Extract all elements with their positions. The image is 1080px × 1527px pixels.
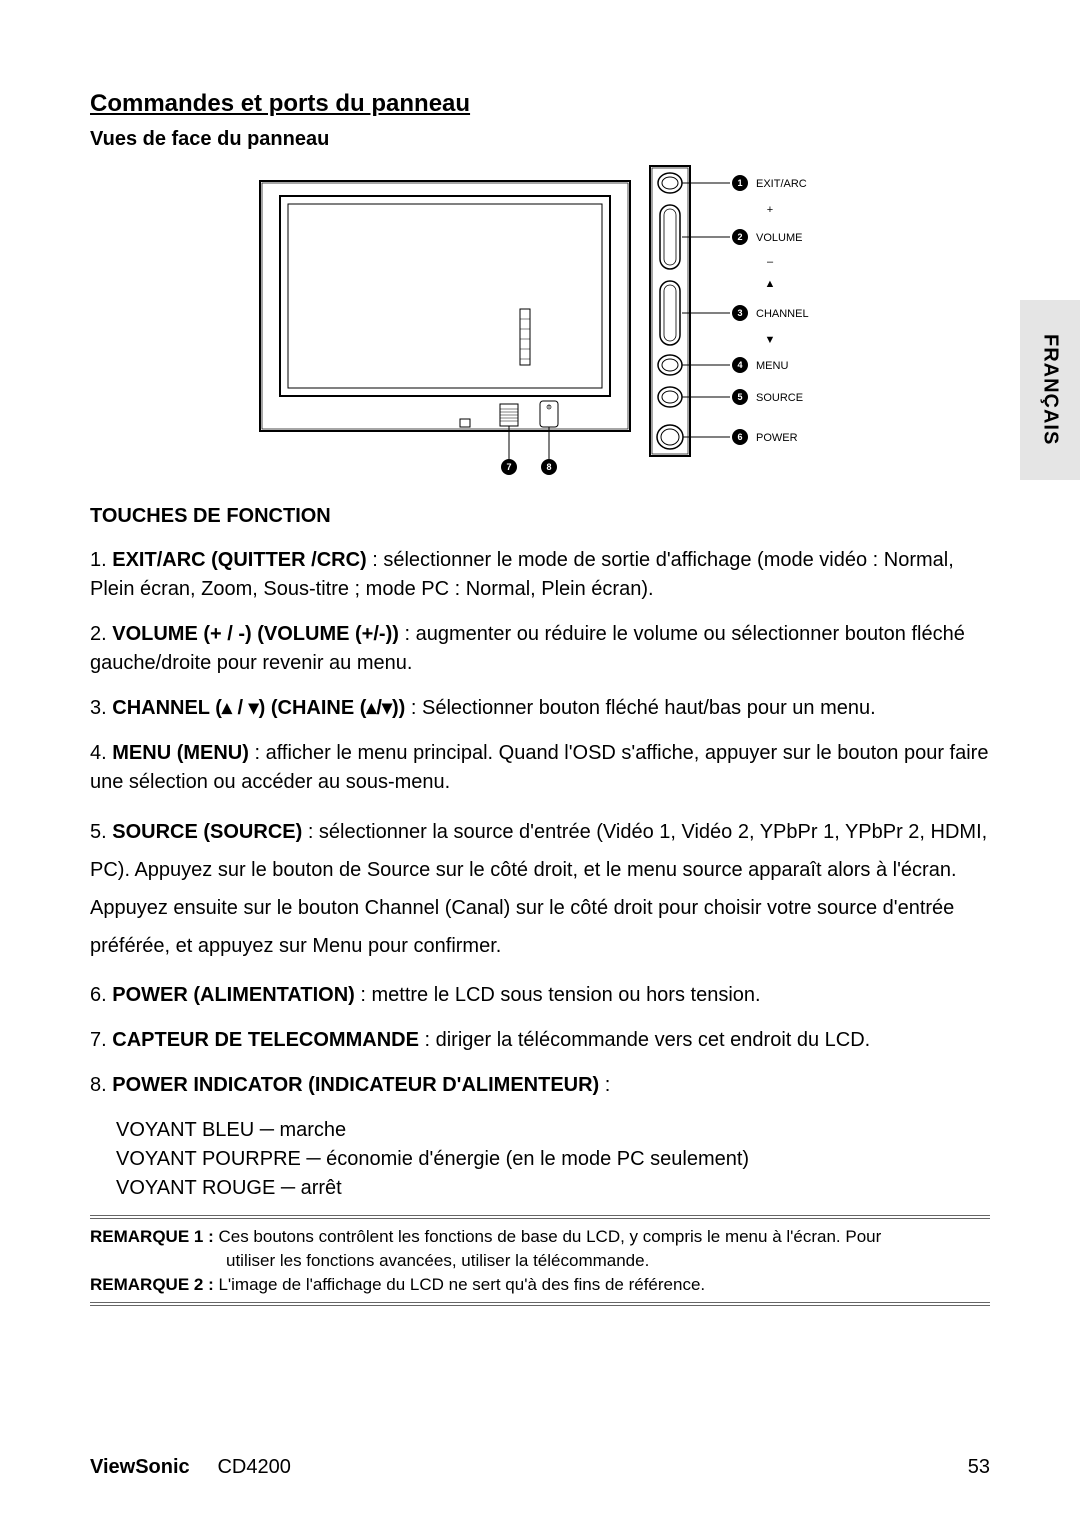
indicator-line: VOYANT POURPRE ─ économie d'énergie (en … — [90, 1145, 990, 1174]
svg-text:6: 6 — [737, 432, 742, 442]
footer-brand: ViewSonic — [90, 1456, 190, 1478]
remark-text: L'image de l'affichage du LCD ne sert qu… — [214, 1275, 705, 1294]
function-item: 2. VOLUME (+ / -) (VOLUME (+/-)) : augme… — [90, 620, 990, 678]
item-number: 3. — [90, 697, 112, 719]
item-bold: SOURCE (SOURCE) — [112, 821, 302, 843]
lbl-source: SOURCE — [756, 392, 803, 404]
lbl-menu: MENU — [756, 360, 788, 372]
item-bold: MENU (MENU) — [112, 742, 249, 764]
lbl-power: POWER — [756, 432, 798, 444]
item-number: 4. — [90, 742, 112, 764]
item-bold: CAPTEUR DE TELECOMMANDE — [112, 1029, 419, 1051]
document-page: Commandes et ports du panneau Vues de fa… — [0, 0, 1080, 1366]
svg-text:2: 2 — [737, 232, 742, 242]
touches-title: TOUCHES DE FONCTION — [90, 505, 990, 528]
lbl-exit: EXIT/ARC — [756, 178, 807, 190]
remark-text: Ces boutons contrôlent les fonctions de … — [214, 1227, 882, 1246]
section-title: Commandes et ports du panneau — [90, 90, 990, 118]
function-item: 5. SOURCE (SOURCE) : sélectionner la sou… — [90, 813, 990, 965]
item-number: 1. — [90, 549, 112, 571]
function-item: 3. CHANNEL (▴ / ▾) (CHAINE (▴/▾)) : Séle… — [90, 694, 990, 723]
lbl-volume: VOLUME — [756, 232, 802, 244]
remark-line: REMARQUE 1 : Ces boutons contrôlent les … — [90, 1225, 990, 1249]
svg-text:8: 8 — [546, 462, 551, 472]
page-footer: ViewSonic CD4200 53 — [90, 1456, 990, 1479]
remark-line: REMARQUE 2 : L'image de l'affichage du L… — [90, 1273, 990, 1297]
lbl-plus: + — [767, 204, 773, 216]
item-number: 5. — [90, 821, 112, 843]
function-item: 1. EXIT/ARC (QUITTER /CRC) : sélectionne… — [90, 546, 990, 604]
svg-text:7: 7 — [506, 462, 511, 472]
lbl-minus: – — [767, 256, 774, 268]
svg-text:5: 5 — [737, 392, 742, 402]
item-text: : — [599, 1074, 610, 1096]
function-item: 4. MENU (MENU) : afficher le menu princi… — [90, 739, 990, 797]
svg-text:3: 3 — [737, 308, 742, 318]
item-number: 6. — [90, 984, 112, 1006]
svg-text:1: 1 — [737, 178, 742, 188]
indicator-line: VOYANT BLEU ─ marche — [90, 1116, 990, 1145]
indicator-lines: VOYANT BLEU ─ marcheVOYANT POURPRE ─ éco… — [90, 1116, 990, 1203]
function-item: 6. POWER (ALIMENTATION) : mettre le LCD … — [90, 981, 990, 1010]
item-number: 7. — [90, 1029, 112, 1051]
remark-cont: utiliser les fonctions avancées, utilise… — [90, 1249, 990, 1273]
indicator-line: VOYANT ROUGE ─ arrêt — [90, 1174, 990, 1203]
item-bold: EXIT/ARC (QUITTER /CRC) — [112, 549, 366, 571]
function-item: 7. CAPTEUR DE TELECOMMANDE : diriger la … — [90, 1026, 990, 1055]
lbl-down: ▼ — [765, 334, 776, 346]
function-item: 8. POWER INDICATOR (INDICATEUR D'ALIMENT… — [90, 1071, 990, 1100]
item-text: : diriger la télécommande vers cet endro… — [419, 1029, 870, 1051]
front-panel-diagram: 1 EXIT/ARC + 2 VOLUME – ▲ 3 CHANNEL ▼ 4 … — [90, 161, 990, 481]
remarks-box: REMARQUE 1 : Ces boutons contrôlent les … — [90, 1215, 990, 1306]
item-number: 8. — [90, 1074, 112, 1096]
subtitle: Vues de face du panneau — [90, 128, 990, 151]
remark-label: REMARQUE 2 : — [90, 1275, 214, 1294]
svg-text:4: 4 — [737, 360, 742, 370]
footer-page: 53 — [968, 1456, 990, 1479]
item-number: 2. — [90, 623, 112, 645]
remark-label: REMARQUE 1 : — [90, 1227, 214, 1246]
item-text: : Sélectionner bouton fléché haut/bas po… — [405, 697, 875, 719]
item-bold: CHANNEL (▴ / ▾) (CHAINE (▴/▾)) — [112, 697, 405, 719]
item-bold: POWER INDICATOR (INDICATEUR D'ALIMENTEUR… — [112, 1074, 599, 1096]
item-bold: POWER (ALIMENTATION) — [112, 984, 355, 1006]
item-bold: VOLUME (+ / -) (VOLUME (+/-)) — [112, 623, 399, 645]
footer-model: CD4200 — [217, 1456, 290, 1478]
lbl-up: ▲ — [765, 278, 776, 290]
function-list: 1. EXIT/ARC (QUITTER /CRC) : sélectionne… — [90, 546, 990, 1100]
lbl-channel: CHANNEL — [756, 308, 809, 320]
item-text: : mettre le LCD sous tension ou hors ten… — [355, 984, 761, 1006]
